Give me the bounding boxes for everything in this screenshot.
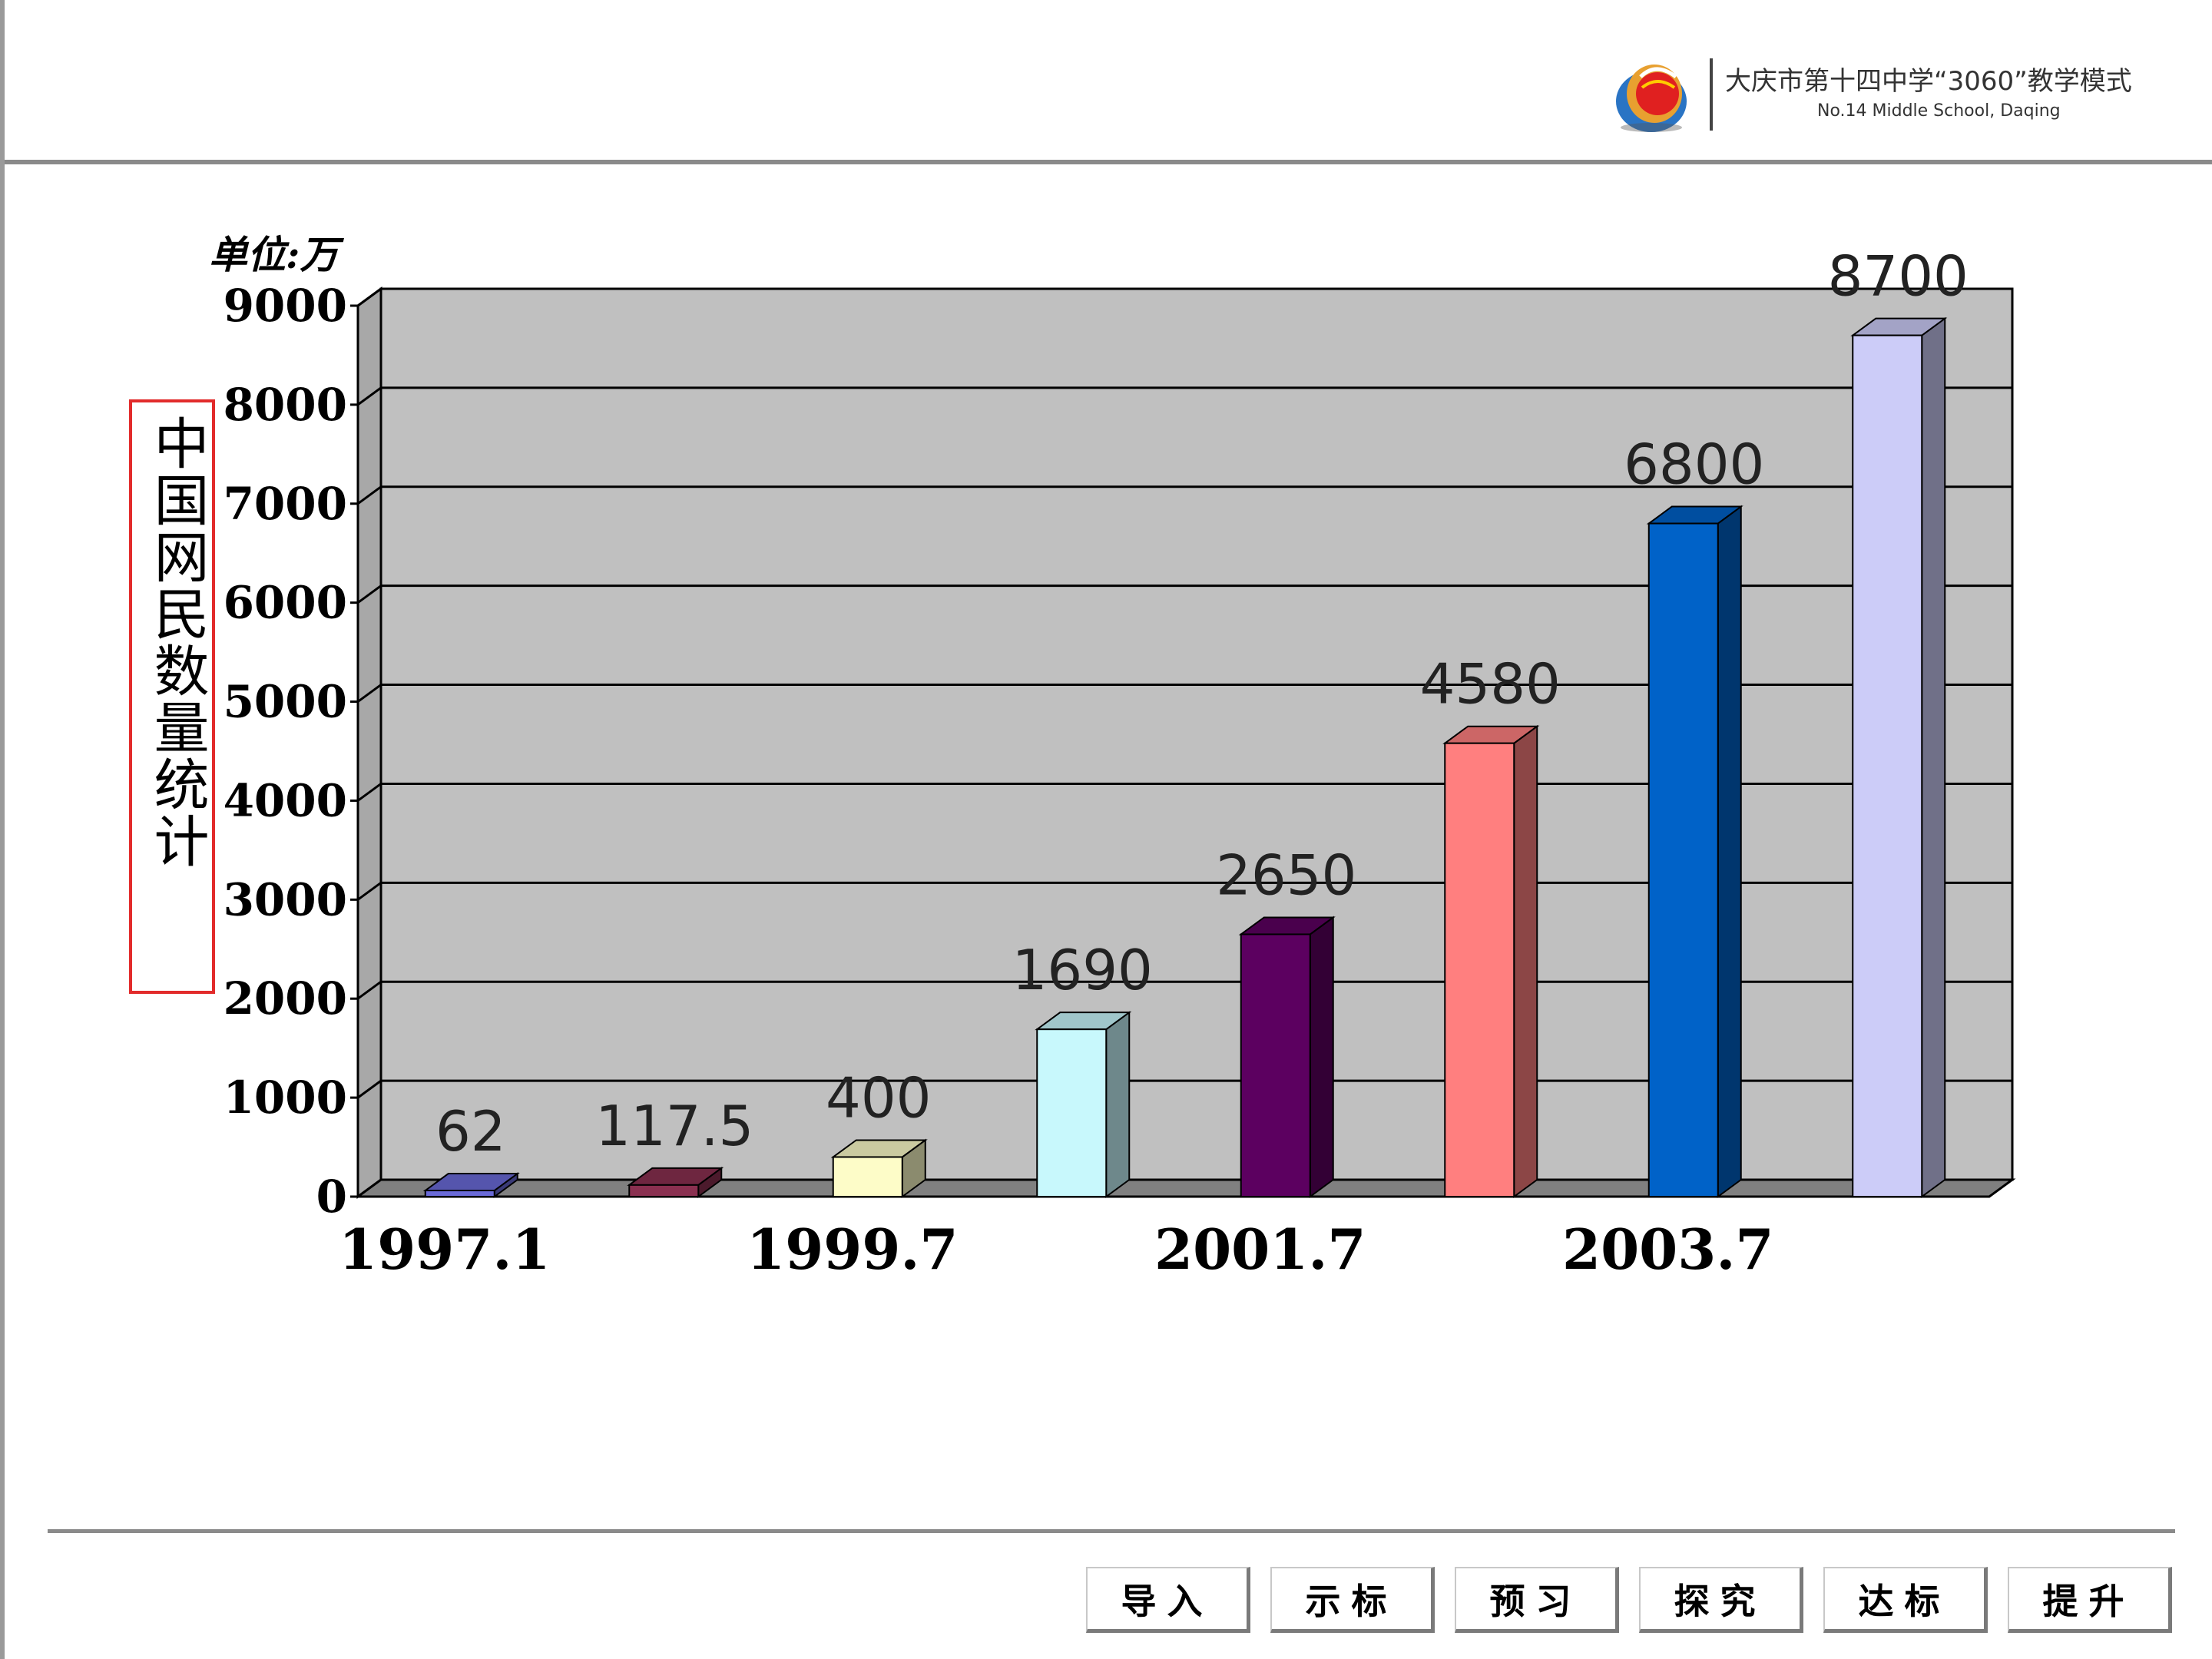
- nav-button-intro[interactable]: 导入: [1086, 1567, 1250, 1633]
- gridline-side: [357, 684, 382, 703]
- data-label: 62: [435, 1099, 506, 1164]
- y-tick-label: 4000: [224, 774, 347, 826]
- x-tick-label: 2003.7: [1562, 1217, 1774, 1282]
- data-label: 6800: [1624, 432, 1764, 497]
- bar: [1852, 334, 1923, 1198]
- data-label: 4580: [1420, 652, 1561, 717]
- left-border: [0, 0, 5, 1659]
- bar-side: [1105, 1011, 1131, 1198]
- bar-side: [1717, 505, 1742, 1198]
- gridline-side: [357, 882, 382, 901]
- gridline-side: [357, 1079, 382, 1099]
- bar: [1647, 522, 1719, 1197]
- chart-side-title: 中国网民数量统计: [144, 415, 209, 869]
- data-label: 400: [826, 1065, 931, 1130]
- nav-button-explore[interactable]: 探究: [1639, 1567, 1803, 1633]
- y-tick-label: 9000: [224, 280, 347, 332]
- y-tick-label: 8000: [224, 379, 347, 431]
- x-tick-label: 1997.1: [339, 1217, 551, 1282]
- chart-unit-label: 单位:万: [209, 232, 339, 277]
- footer-divider: [48, 1529, 2175, 1533]
- x-tick-label: 2001.7: [1154, 1217, 1366, 1282]
- header-divider: [5, 160, 2212, 164]
- y-tick-label: 5000: [224, 676, 347, 728]
- y-tick-label: 1000: [224, 1071, 347, 1124]
- bar: [1036, 1028, 1108, 1197]
- gridline-side: [357, 981, 382, 1000]
- y-tick-label: 6000: [224, 577, 347, 629]
- plot-side-wall: [356, 286, 382, 1199]
- bar-side: [1921, 316, 1946, 1198]
- data-label: 8700: [1828, 244, 1969, 309]
- bar: [628, 1184, 700, 1198]
- data-label: 117.5: [595, 1094, 753, 1158]
- data-label: 1690: [1012, 938, 1153, 1002]
- x-tick-label: 1999.7: [747, 1217, 959, 1282]
- data-label: 2650: [1216, 843, 1356, 907]
- gridline-side: [357, 386, 382, 406]
- gridline-side: [357, 485, 382, 505]
- bar: [832, 1156, 903, 1198]
- logo-divider: [1710, 58, 1713, 131]
- bar-side: [1513, 724, 1538, 1198]
- nav-button-preview[interactable]: 预习: [1455, 1567, 1619, 1633]
- nav-button-objectives[interactable]: 示标: [1270, 1567, 1435, 1633]
- y-tick-label: 2000: [224, 972, 347, 1025]
- plot-floor: [354, 1178, 2016, 1198]
- nav-button-improve[interactable]: 提升: [2008, 1567, 2172, 1633]
- bar: [1444, 742, 1515, 1197]
- plot-background: [379, 287, 2014, 1181]
- chart-side-title-box: 中国网民数量统计: [129, 399, 215, 994]
- nav-button-assessment[interactable]: 达标: [1823, 1567, 1988, 1633]
- bar-chart: 0 1000 2000 3000 4000 5000 6000 7000 8000 9000 62 1…: [224, 244, 2016, 1282]
- y-tick-label: 7000: [224, 478, 347, 530]
- gridline-side: [357, 287, 382, 307]
- bar: [424, 1190, 495, 1198]
- school-name: 大庆市第十四中学“3060”教学模式: [1725, 66, 2132, 97]
- school-name-english: No.14 Middle School, Daqing: [1817, 101, 2061, 121]
- y-tick-label: 3000: [224, 873, 347, 926]
- gridline-side: [357, 584, 382, 604]
- bar-side: [1309, 916, 1334, 1198]
- bar: [1240, 933, 1311, 1197]
- y-tick-label: 0: [316, 1171, 347, 1223]
- gridline-side: [357, 783, 382, 802]
- school-logo-icon: [1616, 65, 1687, 132]
